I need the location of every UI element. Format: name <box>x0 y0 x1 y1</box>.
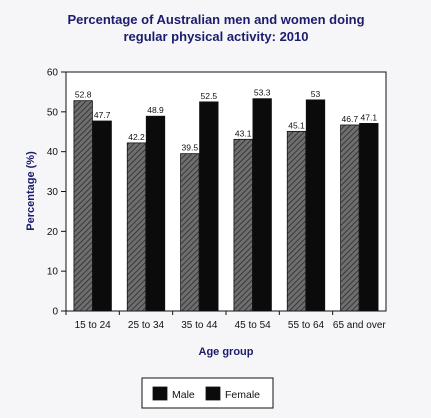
data-label-male-5: 45.1 <box>288 120 305 130</box>
data-label-male-3: 39.5 <box>182 143 199 153</box>
bar-female-1 <box>92 120 112 312</box>
bar-male-3 <box>180 153 200 312</box>
bar-male-6 <box>340 124 360 312</box>
bar-female-2 <box>145 115 166 312</box>
y-tick-label: 30 <box>47 187 59 198</box>
data-label-male-1: 52.8 <box>75 90 92 100</box>
x-axis-label: Age group <box>199 346 254 358</box>
y-axis: 0 10 20 30 40 50 60 <box>47 68 66 318</box>
bar-male-4 <box>233 138 253 312</box>
x-tick-label: 55 to 64 <box>288 320 325 331</box>
data-label-male-6: 46.7 <box>342 114 359 124</box>
legend-swatch-female <box>205 386 221 401</box>
plot-area <box>65 71 387 312</box>
data-label-female-1: 47.7 <box>94 110 111 120</box>
data-label-female-2: 48.9 <box>147 105 164 115</box>
data-labels: 52.847.7 42.2 48.9 39.5 52.5 43.1 53.3 45.1 53 46… <box>75 88 377 153</box>
y-tick-label: 50 <box>47 107 59 118</box>
data-label-male-2: 42.2 <box>128 132 145 142</box>
bars <box>73 98 379 312</box>
x-axis: 15 to 24 25 to 34 35 to 44 45 to 54 55 to 64… <box>65 311 386 331</box>
bar-male-1 <box>73 100 93 312</box>
chart-title-line-2: regular physical activity: 2010 <box>124 29 309 44</box>
legend-label-female: Female <box>225 389 260 401</box>
y-axis-label: Percentage (%) <box>25 151 37 231</box>
data-label-male-4: 43.1 <box>235 128 252 138</box>
x-tick-label: 35 to 44 <box>181 320 218 331</box>
chart-title-line-1: Percentage of Australian men and women d… <box>67 12 364 27</box>
data-label-female-5: 53 <box>311 89 321 99</box>
bar-female-3 <box>199 101 219 312</box>
data-label-female-6: 47.1 <box>361 112 378 122</box>
y-tick-label: 60 <box>47 68 59 79</box>
bar-male-5 <box>286 130 307 312</box>
y-tick-label: 20 <box>47 227 59 238</box>
y-tick-label: 0 <box>52 307 58 318</box>
legend-label-male: Male <box>172 389 195 401</box>
bar-female-5 <box>305 99 326 312</box>
y-tick-label: 10 <box>47 267 59 278</box>
data-label-female-3: 52.5 <box>201 91 218 101</box>
bar-male-2 <box>126 142 147 312</box>
legend-swatch-male <box>152 386 168 401</box>
bar-female-4 <box>252 98 272 312</box>
data-label-female-4: 53.3 <box>254 88 271 98</box>
x-tick-label: 65 and over <box>333 320 386 331</box>
bar-female-6 <box>359 122 379 312</box>
y-tick-label: 40 <box>47 147 59 158</box>
x-tick-label: 45 to 54 <box>235 320 272 331</box>
x-tick-label: 25 to 34 <box>128 320 165 331</box>
legend: Male Female <box>141 377 274 409</box>
x-tick-label: 15 to 24 <box>75 320 112 331</box>
